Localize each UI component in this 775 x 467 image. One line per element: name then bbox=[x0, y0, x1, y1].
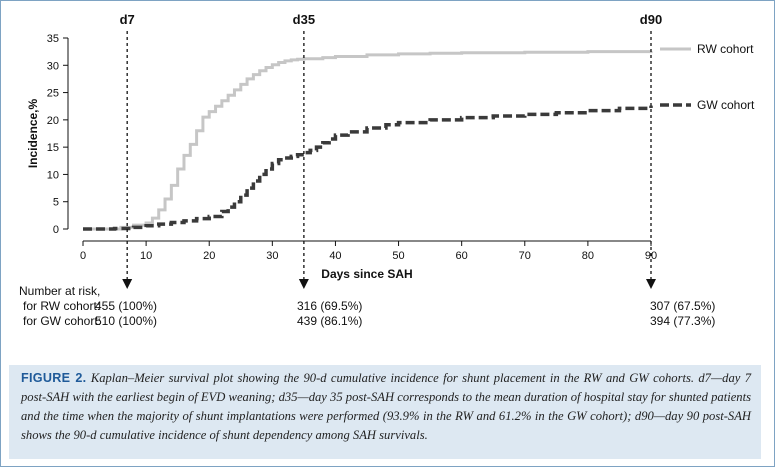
series-layer bbox=[83, 50, 653, 231]
caption-label: FIGURE 2. bbox=[21, 371, 87, 385]
risk-gw-d90: 394 (77.3%) bbox=[650, 314, 716, 328]
marker-layer: d7 d35 d90 bbox=[120, 12, 662, 289]
legend-label-rw: RW cohort bbox=[697, 42, 754, 56]
x-tick-label: 10 bbox=[140, 250, 152, 262]
risk-rw-d90: 307 (67.5%) bbox=[650, 299, 716, 313]
risk-rw-label: for RW cohort: bbox=[23, 299, 101, 313]
y-tick-label: 30 bbox=[47, 60, 59, 72]
marker-label-d35: d35 bbox=[293, 12, 315, 27]
marker-label-d90: d90 bbox=[640, 12, 662, 27]
x-tick-label: 60 bbox=[456, 250, 468, 262]
x-tick-label: 0 bbox=[80, 250, 86, 262]
legend: RW cohort GW cohort bbox=[660, 42, 755, 112]
x-tick-label: 80 bbox=[582, 250, 594, 262]
marker-arrow-d35 bbox=[298, 279, 309, 289]
marker-arrow-d7 bbox=[122, 279, 133, 289]
y-tick-label: 20 bbox=[47, 115, 59, 127]
y-tick-label: 25 bbox=[47, 88, 59, 100]
risk-rw-d7: 455 (100%) bbox=[95, 299, 158, 313]
y-tick-label: 35 bbox=[47, 33, 59, 45]
risk-gw-label: for GW cohort: bbox=[23, 314, 102, 328]
x-tick-label: 20 bbox=[203, 250, 215, 262]
x-tick-label: 50 bbox=[392, 250, 404, 262]
legend-label-gw: GW cohort bbox=[697, 98, 755, 112]
y-tick-label: 0 bbox=[53, 224, 59, 236]
marker-arrow-d90 bbox=[646, 279, 656, 289]
risk-gw-d7: 510 (100%) bbox=[95, 314, 158, 328]
y-axis-title: Incidence,% bbox=[26, 98, 40, 168]
x-tick-label: 40 bbox=[329, 250, 341, 262]
risk-title: Number at risk, bbox=[19, 284, 101, 298]
y-tick-label: 10 bbox=[47, 169, 59, 181]
x-tick-label: 70 bbox=[519, 250, 531, 262]
risk-table: Number at risk, for RW cohort: for GW co… bbox=[19, 284, 101, 329]
series-line-gw bbox=[83, 105, 653, 231]
caption-text: Kaplan–Meier survival plot showing the 9… bbox=[21, 371, 751, 442]
y-tick-label: 15 bbox=[47, 142, 59, 154]
risk-gw-d35: 439 (86.1%) bbox=[297, 314, 363, 328]
marker-label-d7: d7 bbox=[120, 12, 135, 27]
x-tick-label: 30 bbox=[266, 250, 278, 262]
risk-rw-d35: 316 (69.5%) bbox=[297, 299, 363, 313]
series-line-rw bbox=[83, 50, 653, 231]
x-axis-title: Days since SAH bbox=[321, 267, 412, 281]
figure-caption: FIGURE 2. Kaplan–Meier survival plot sho… bbox=[9, 365, 761, 459]
y-tick-label: 5 bbox=[53, 197, 59, 209]
